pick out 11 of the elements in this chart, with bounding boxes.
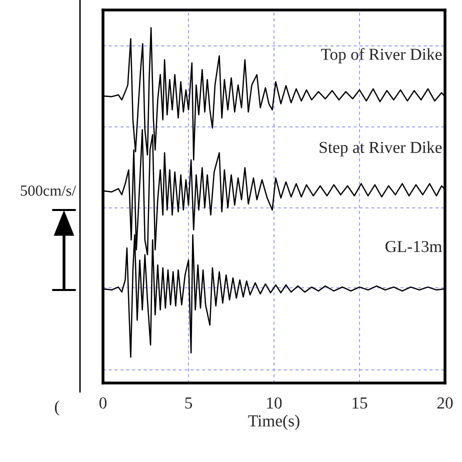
x-tick-label: 0	[99, 397, 107, 409]
x-tick-label: 15	[352, 397, 368, 409]
x-tick-label: 20	[437, 397, 453, 409]
text: GL-13m	[386, 240, 442, 252]
x-axis-title: Time(s)	[248, 414, 300, 430]
text: (	[54, 400, 60, 416]
x-tick-label: 10	[267, 397, 282, 409]
text: 500cm/s/	[20, 186, 76, 196]
series-label: Step at River Dike	[320, 141, 442, 156]
series-label: Top of River Dike	[321, 48, 442, 64]
x-tick-label: 5	[185, 398, 192, 409]
